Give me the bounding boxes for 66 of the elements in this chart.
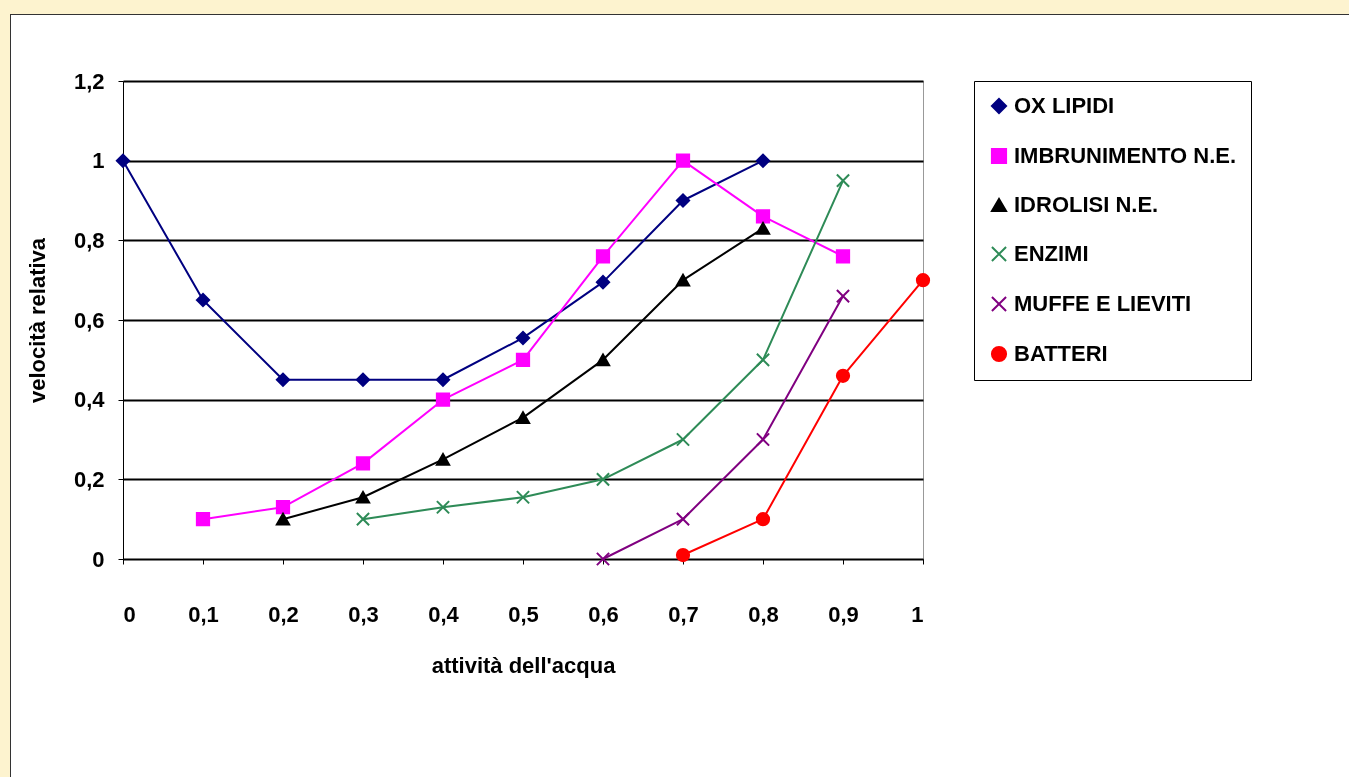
point [675, 432, 691, 447]
point [355, 456, 371, 471]
point [595, 353, 611, 367]
point [755, 153, 771, 168]
point [675, 273, 691, 287]
legend-label: ENZIMI [1014, 241, 1089, 266]
point [515, 490, 531, 505]
point [675, 193, 691, 208]
x-tick-label: 0,8 [748, 601, 779, 627]
y-tick-label: 1 [92, 148, 105, 174]
point [275, 512, 291, 526]
y-tick-label: 0,8 [73, 227, 105, 253]
point [435, 453, 451, 466]
x-tick-label: 0,2 [268, 601, 299, 627]
point [755, 209, 771, 224]
point [835, 173, 851, 188]
y-tick-label: 0,2 [73, 466, 105, 492]
point [755, 352, 771, 367]
point [675, 547, 691, 563]
point [355, 490, 371, 504]
point [835, 368, 851, 383]
legend-label: OX LIPIDI [1014, 93, 1115, 118]
x-tick-label: 0,3 [348, 601, 379, 627]
point [435, 392, 451, 407]
x-tick-label: 0,6 [588, 601, 619, 627]
point [515, 330, 531, 346]
point [115, 153, 131, 168]
point [915, 273, 931, 288]
y-tick-label: 0,4 [73, 387, 106, 413]
y-tick-label: 0,6 [73, 307, 105, 333]
legend-label: IDROLISI N.E. [1014, 192, 1159, 217]
x-tick-label: 0 [123, 601, 136, 627]
point [675, 153, 691, 168]
point [275, 500, 291, 515]
x-tick-label: 0,4 [428, 601, 460, 627]
point [595, 249, 611, 264]
point [675, 512, 691, 527]
point [195, 512, 211, 527]
point [515, 352, 531, 367]
legend-label: BATTERI [1014, 341, 1108, 366]
point [595, 275, 611, 290]
point [755, 432, 771, 447]
x-tick-label: 0,9 [828, 601, 859, 627]
point [435, 372, 451, 387]
legend-label: MUFFE E LIEVITI [1014, 291, 1192, 316]
point [355, 372, 371, 387]
point [595, 472, 611, 487]
point [355, 512, 371, 527]
point [835, 249, 851, 264]
point [515, 411, 531, 424]
point [835, 288, 851, 304]
x-tick-label: 0,5 [508, 601, 539, 627]
x-tick-label: 1 [911, 601, 924, 627]
y-tick-label: 1,2 [73, 68, 105, 94]
x-axis-title: attività dell'acqua [431, 652, 617, 678]
legend-label: IMBRUNIMENTO N.E. [1014, 143, 1237, 168]
point [755, 512, 771, 527]
point [595, 551, 611, 567]
point [755, 222, 771, 235]
y-tick-label: 0 [92, 546, 105, 572]
y-axis-title: velocità relativa [24, 237, 50, 404]
x-tick-label: 0,7 [668, 601, 699, 627]
point [435, 500, 451, 515]
point [275, 372, 291, 387]
point [195, 292, 211, 308]
x-tick-label: 0,1 [188, 601, 219, 627]
